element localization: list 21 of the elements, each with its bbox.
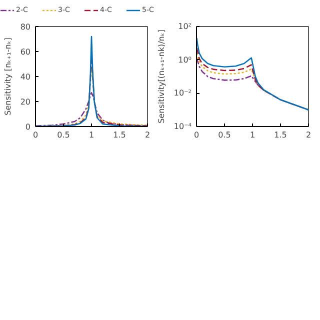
x-tick-label: 1 — [250, 130, 256, 140]
y-tick-label: 20 — [20, 98, 31, 106]
y-tick-label: 10⁻⁴ — [174, 122, 192, 131]
y-tick-label: 0 — [25, 122, 31, 132]
y-tick-label: 10² — [178, 22, 192, 31]
x-tick-label: 0 — [32, 130, 38, 140]
x-tick-label: 0.5 — [57, 130, 70, 140]
y-axis-title: Sensitivity [nₖ₊₁-nₖ] — [3, 38, 12, 116]
x-tick-label: 0 — [194, 130, 200, 140]
y-tick-label: 60 — [20, 48, 31, 56]
x-tick-label: 2 — [144, 130, 150, 140]
y-tick-label: 10⁻² — [174, 88, 192, 98]
x-tick-label: 1.5 — [274, 130, 287, 140]
y-tick-label: 40 — [20, 72, 31, 82]
x-tick-label: 2 — [306, 130, 312, 140]
y-tick-label: 10⁰ — [178, 55, 192, 64]
x-tick-label: 1.5 — [113, 130, 126, 140]
y-axis-title: Sensitivity[(nₖ₊₁-nk)/nₖ] — [156, 30, 166, 124]
y-tick-label: 80 — [20, 22, 31, 32]
x-tick-label: 1 — [88, 130, 94, 140]
x-tick-label: 0.5 — [218, 130, 231, 140]
